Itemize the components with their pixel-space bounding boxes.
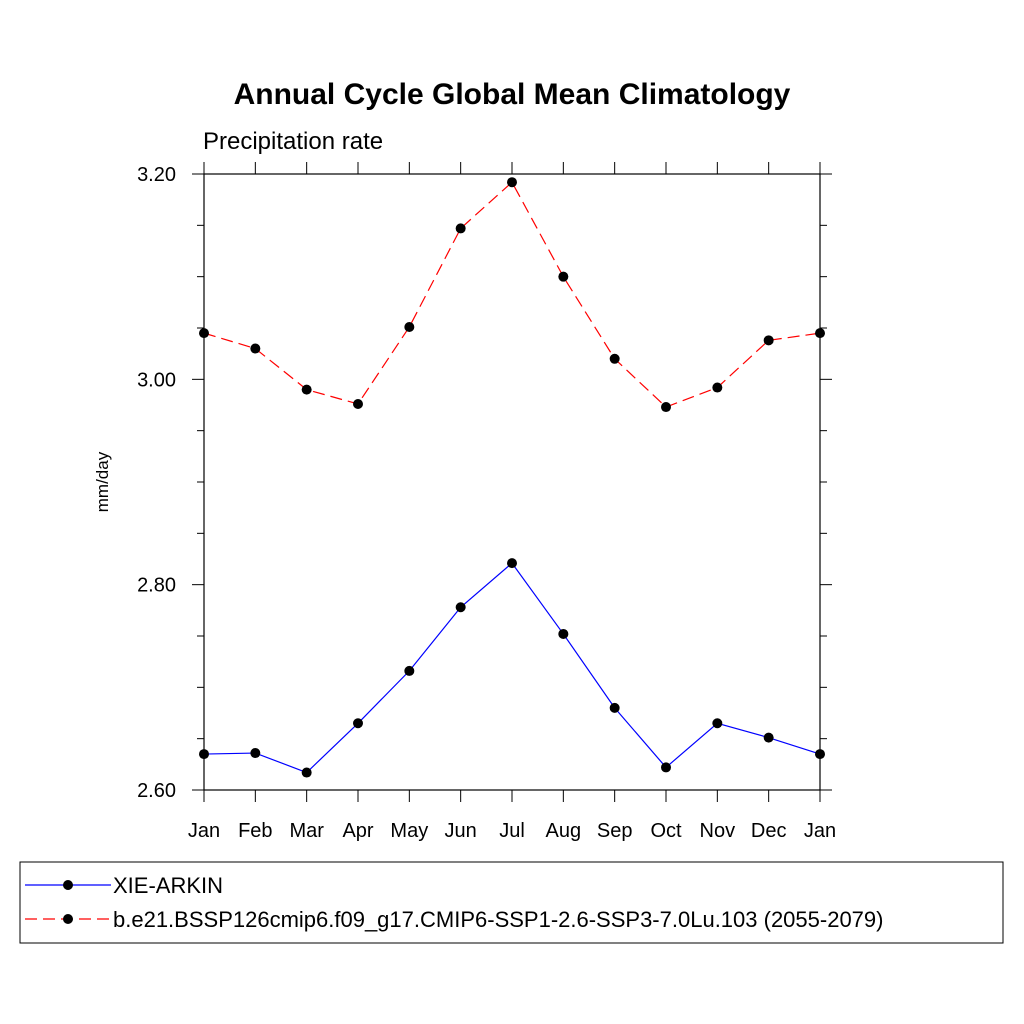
y-tick-label: 3.00 [137,369,176,391]
y-tick-label: 2.60 [137,780,176,802]
series-2-point [507,177,517,188]
x-tick-label: Aug [546,820,582,842]
series-1-point [404,665,415,676]
series-1-point [199,749,209,760]
x-tick-label: Sep [597,820,633,842]
series-2-point [353,398,363,409]
x-tick-label: Dec [751,820,787,842]
series-1-point [609,702,620,713]
x-tick-label: Mar [289,820,324,842]
x-tick-label: Nov [700,820,736,842]
axis-ticks [192,162,832,802]
x-tick-label: Jan [188,820,220,842]
series-1-point [353,718,363,729]
y-tick-label: 2.80 [137,575,176,597]
series-2-point [815,328,825,339]
series-2-point [558,271,569,282]
series-2-point [609,353,620,364]
legend: XIE-ARKIN b.e21.BSSP126cmip6.f09_g17.CMIP… [25,873,883,932]
chart-subtitle: Precipitation rate [203,128,383,155]
y-axis-label: mm/day [93,451,112,512]
series-1-point [661,762,671,773]
x-tick-label: Jun [445,820,477,842]
series-1-point [455,602,466,613]
legend-swatch-marker [63,880,73,890]
x-tick-label: Jul [499,820,525,842]
axis-tick-labels: Jan Feb Mar Apr May Jun Jul Aug Sep Oct Nov Dec Jan 2… [137,164,836,842]
series-2-point [199,328,209,339]
x-tick-label: Jan [804,820,836,842]
series-2-point [301,384,312,395]
legend-swatch-marker [63,914,73,924]
x-tick-label: Apr [342,820,373,842]
series-2-point [661,402,671,413]
plot-frame [203,173,821,791]
series-group [199,177,825,778]
legend-box [19,861,1004,944]
legend-label: b.e21.BSSP126cmip6.f09_g17.CMIP6-SSP1-2.… [113,907,883,932]
series-2-point [763,335,774,346]
series-2-point [455,223,466,234]
series-1-point [507,558,517,569]
series-2-point [250,343,261,354]
x-tick-label: May [390,820,428,842]
series-2-point [712,382,723,393]
chart-title: Annual Cycle Global Mean Climatology [234,78,791,111]
series-1-point [763,732,774,743]
y-tick-label: 3.20 [137,164,176,186]
series-line-1 [203,562,821,774]
x-tick-label: Oct [650,820,682,842]
legend-label: XIE-ARKIN [113,873,223,898]
x-tick-label: Feb [238,820,272,842]
series-1-point [712,718,723,729]
series-1-point [250,748,261,759]
series-line-2 [203,181,821,408]
series-2-point [404,321,415,332]
series-1-point [301,767,312,778]
series-1-point [815,749,825,760]
series-1-point [558,628,569,639]
